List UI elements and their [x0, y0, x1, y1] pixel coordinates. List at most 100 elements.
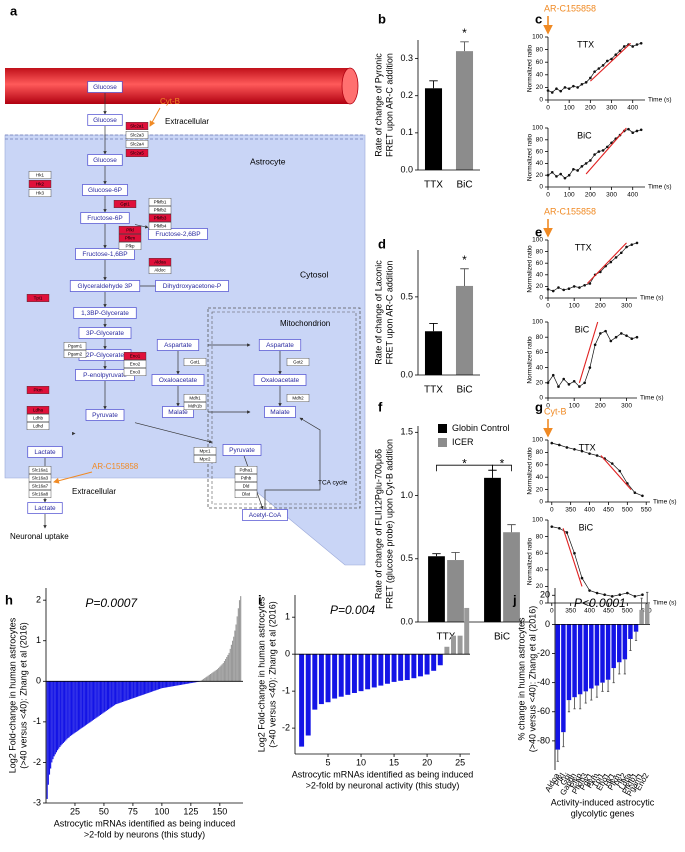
y-axis-label: Rate of change of Laconic: [373, 260, 383, 365]
bar: [147, 681, 148, 693]
trace-label: BiC: [577, 130, 592, 140]
x-axis-label: Time (s): [648, 184, 672, 191]
error-bar: [460, 42, 469, 51]
y-tick-label: 100: [532, 319, 543, 326]
data-point: [630, 337, 633, 340]
data-point: [606, 60, 609, 63]
enzyme-label: Pfkfb2: [154, 207, 167, 212]
bar: [146, 681, 147, 693]
bar: [111, 681, 112, 707]
bar: [164, 681, 165, 687]
bar: [332, 654, 337, 698]
bar: [89, 681, 90, 722]
bar: [213, 672, 214, 682]
bar: [129, 681, 130, 699]
bar: [85, 681, 86, 725]
bar: [74, 681, 75, 733]
bar: [158, 681, 159, 689]
bar: [365, 654, 370, 689]
y-axis-label: Normalized ratio: [527, 537, 534, 585]
x-axis-label: Time (s): [653, 600, 677, 607]
bar: [206, 676, 207, 681]
enzyme-label: Pgam1: [68, 343, 83, 348]
data-point: [557, 286, 560, 289]
bar: [86, 681, 87, 724]
error-bar: [601, 683, 603, 692]
data-point: [631, 131, 634, 134]
enzyme-label: Dlat: [242, 491, 251, 496]
x-tick-label: 100: [569, 403, 580, 410]
bar: [138, 681, 139, 696]
bar: [162, 681, 163, 688]
enzyme-label: Slc16a8: [32, 491, 49, 496]
y-tick-label: 100: [532, 437, 543, 444]
y-tick-label: 80: [536, 334, 544, 341]
data-point: [573, 448, 576, 451]
error-bar: [579, 694, 581, 709]
y-axis-label: (>40 versus <40): Zhang et al (2016): [527, 606, 537, 753]
x-tick-label: 100: [564, 192, 575, 199]
bar: [556, 624, 560, 749]
enzyme-label: Aldoa: [154, 259, 166, 264]
data-point: [581, 165, 584, 168]
bar: [319, 654, 324, 704]
data-point: [614, 53, 617, 56]
bar: [224, 661, 225, 681]
error-bar: [596, 686, 598, 698]
x-tick-label: 300: [606, 105, 617, 112]
bar: [352, 654, 357, 693]
y-tick-label: 20: [540, 590, 550, 600]
error-bar: [488, 470, 496, 478]
legend-swatch: [438, 424, 447, 433]
bar: [168, 681, 169, 687]
y-tick-label: -2: [282, 722, 290, 732]
enzyme-label: Mdh2: [292, 395, 304, 400]
bar: [645, 604, 649, 624]
bar: [125, 681, 126, 700]
diagram-note: Cyt-B: [160, 97, 180, 106]
data-point: [620, 251, 623, 254]
bar: [398, 654, 403, 681]
x-tick-label: BiC: [494, 632, 510, 643]
y-tick-label: 0: [539, 295, 543, 302]
metabolite-label: Fructose-2,6BP: [155, 231, 200, 238]
x-tick-label: 0: [546, 192, 550, 199]
x-tick-label: 550: [641, 507, 652, 514]
enzyme-label: Tpi1: [34, 295, 43, 300]
y-tick-label: 60: [536, 550, 544, 557]
drug-annotation: AR-C155858: [544, 206, 596, 216]
bar: [623, 624, 627, 659]
data-point: [631, 45, 634, 48]
bar: [136, 681, 137, 697]
data-point: [568, 287, 571, 290]
data-point: [547, 288, 550, 291]
metabolite-label: Glucose: [93, 157, 117, 164]
bar: [120, 681, 121, 703]
y-tick-label: 0.2: [400, 90, 413, 100]
metabolite-label: Malate: [168, 409, 188, 416]
data-point: [593, 153, 596, 156]
trace-label: TTX: [577, 39, 594, 49]
bar: [217, 669, 218, 681]
bar: [230, 649, 231, 681]
x-tick-label: 10: [356, 757, 366, 767]
bar: [438, 654, 443, 665]
x-tick-label: 200: [585, 192, 596, 199]
bar: [223, 663, 224, 681]
bar: [219, 667, 220, 682]
data-point: [557, 385, 560, 388]
diagram-note: Neuronal uptake: [10, 532, 69, 541]
panel-label: f: [378, 399, 383, 414]
x-tick-label: 350: [565, 507, 576, 514]
data-point: [573, 285, 576, 288]
bar: [83, 681, 84, 727]
enzyme-label: Got1: [190, 359, 200, 364]
metabolite-label: 3P-Glycerate: [86, 330, 124, 337]
bar: [157, 681, 158, 690]
y-tick-label: 80: [536, 449, 544, 456]
legend-label: Globin Control: [452, 423, 510, 433]
bar: [634, 624, 638, 631]
x-tick-label: 400: [584, 507, 595, 514]
x-axis-label: glycolytic genes: [571, 808, 635, 818]
data-point: [550, 525, 553, 528]
